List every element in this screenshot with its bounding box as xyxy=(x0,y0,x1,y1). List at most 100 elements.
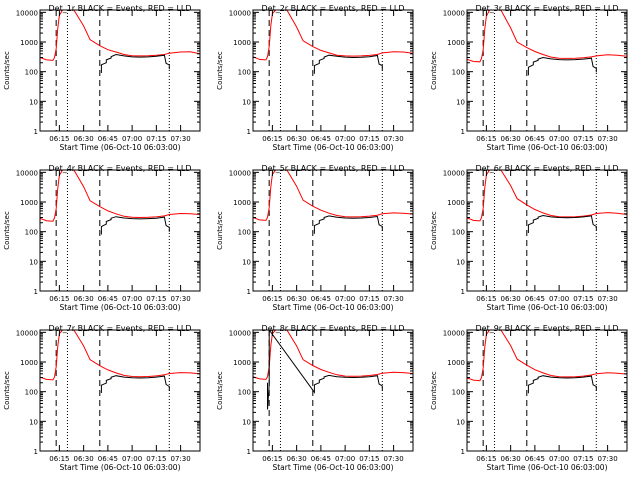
x-axis-label: Start Time (06-Oct-10 06:03:00) xyxy=(486,303,607,312)
x-axis-label: Start Time (06-Oct-10 06:03:00) xyxy=(59,303,180,312)
y-tick-label: 10 xyxy=(29,258,38,266)
chart-panel: Det_9r BLACK = Events, RED = LLD 1 10 100 10… xyxy=(430,324,628,472)
lld-series-line xyxy=(467,170,627,222)
x-tick-label: 07:30 xyxy=(384,455,404,463)
y-tick-label: 10000 xyxy=(16,169,38,177)
y-tick-label: 10 xyxy=(29,98,38,106)
y-tick-label: 1000 xyxy=(447,199,465,207)
plot-frame xyxy=(466,9,628,132)
events-series-line xyxy=(267,330,383,410)
y-tick-label: 10000 xyxy=(16,329,38,337)
y-tick-label: 100 xyxy=(25,229,38,237)
y-tick-label: 10 xyxy=(456,418,465,426)
events-series-line xyxy=(100,216,170,235)
events-series-line xyxy=(313,54,383,74)
y-tick-label: 10000 xyxy=(443,9,465,17)
lld-series-line xyxy=(40,330,200,381)
x-tick-label: 07:15 xyxy=(359,295,379,303)
x-axis-label: Start Time (06-Oct-10 06:03:00) xyxy=(486,463,607,472)
x-tick-label: 07:15 xyxy=(573,295,593,303)
chart-title: Det_1r BLACK = Events, RED = LLD xyxy=(48,4,191,13)
x-axis-label: Start Time (06-Oct-10 06:03:00) xyxy=(59,143,180,152)
x-tick-label: 06:15 xyxy=(476,135,496,143)
x-tick-label: 07:30 xyxy=(598,295,618,303)
x-tick-label: 07:30 xyxy=(171,295,191,303)
y-tick-label: 10 xyxy=(242,98,251,106)
y-tick-label: 10 xyxy=(456,258,465,266)
y-tick-label: 100 xyxy=(452,69,465,77)
y-tick-label: 1000 xyxy=(20,39,38,47)
y-tick-label: 100 xyxy=(25,389,38,397)
y-tick-label: 10 xyxy=(242,258,251,266)
y-tick-label: 10 xyxy=(242,418,251,426)
events-series-line xyxy=(313,215,383,234)
chart-title: Det_3r BLACK = Events, RED = LLD xyxy=(475,4,618,13)
lld-series-line xyxy=(40,170,200,222)
x-tick-label: 07:30 xyxy=(171,455,191,463)
chart-title: Det_4r BLACK = Events, RED = LLD xyxy=(48,164,191,173)
x-tick-label: 06:30 xyxy=(287,455,307,463)
y-tick-label: 100 xyxy=(238,229,251,237)
chart-title: Det_8r BLACK = Events, RED = LLD xyxy=(261,324,404,333)
x-tick-label: 07:00 xyxy=(335,455,355,463)
x-tick-label: 07:00 xyxy=(549,135,569,143)
x-tick-label: 07:00 xyxy=(335,135,355,143)
x-tick-label: 07:15 xyxy=(146,455,166,463)
chart-title: Det_7r BLACK = Events, RED = LLD xyxy=(48,324,191,333)
x-tick-label: 06:30 xyxy=(74,455,94,463)
y-tick-label: 1000 xyxy=(233,199,251,207)
x-axis-label: Start Time (06-Oct-10 06:03:00) xyxy=(272,143,393,152)
y-tick-label: 10000 xyxy=(443,329,465,337)
x-tick-label: 06:45 xyxy=(98,295,118,303)
x-tick-label: 07:30 xyxy=(384,135,404,143)
x-tick-label: 07:30 xyxy=(598,135,618,143)
plot-frame xyxy=(466,329,628,452)
x-tick-label: 07:30 xyxy=(598,455,618,463)
y-tick-label: 100 xyxy=(452,389,465,397)
lld-series-line xyxy=(40,10,200,61)
y-tick-label: 1000 xyxy=(233,359,251,367)
chart-panel: Det_1r BLACK = Events, RED = LLD 1 10 100 10… xyxy=(3,4,201,152)
x-tick-label: 06:30 xyxy=(501,295,521,303)
y-axis-label: Counts/sec xyxy=(3,211,11,250)
x-tick-label: 07:30 xyxy=(384,295,404,303)
x-tick-label: 07:00 xyxy=(335,295,355,303)
x-tick-label: 06:45 xyxy=(525,135,545,143)
x-tick-label: 07:00 xyxy=(122,135,142,143)
y-tick-label: 1000 xyxy=(233,39,251,47)
x-tick-label: 07:00 xyxy=(122,455,142,463)
y-tick-label: 10000 xyxy=(16,9,38,17)
x-tick-label: 06:45 xyxy=(525,295,545,303)
lld-series-line xyxy=(467,330,627,382)
x-tick-label: 07:00 xyxy=(122,295,142,303)
y-tick-label: 100 xyxy=(25,69,38,77)
x-tick-label: 07:15 xyxy=(146,135,166,143)
x-tick-label: 07:15 xyxy=(573,455,593,463)
chart-title: Det_6r BLACK = Events, RED = LLD xyxy=(475,164,618,173)
x-tick-label: 07:15 xyxy=(573,135,593,143)
lld-series-line xyxy=(253,10,413,61)
events-series-line xyxy=(527,56,597,76)
events-series-line xyxy=(527,375,597,394)
chart-title: Det_2r BLACK = Events, RED = LLD xyxy=(261,4,404,13)
y-axis-label: Counts/sec xyxy=(216,51,224,90)
y-tick-label: 10 xyxy=(29,418,38,426)
chart-panel: Det_4r BLACK = Events, RED = LLD 1 10 100 10… xyxy=(3,164,201,312)
y-tick-label: 1 xyxy=(34,448,38,456)
x-tick-label: 06:15 xyxy=(49,295,69,303)
x-tick-label: 06:30 xyxy=(287,295,307,303)
plot-frame xyxy=(466,169,628,292)
y-tick-label: 1 xyxy=(247,448,251,456)
x-tick-label: 06:30 xyxy=(501,135,521,143)
y-tick-label: 10 xyxy=(456,98,465,106)
y-tick-label: 10000 xyxy=(229,9,251,17)
y-axis-label: Counts/sec xyxy=(430,51,438,90)
events-series-line xyxy=(100,53,170,73)
x-tick-label: 06:15 xyxy=(262,455,282,463)
y-axis-label: Counts/sec xyxy=(216,371,224,410)
y-tick-label: 1000 xyxy=(20,199,38,207)
lld-series-line xyxy=(253,170,413,221)
plot-frame xyxy=(252,329,414,452)
plot-frame xyxy=(39,329,201,452)
